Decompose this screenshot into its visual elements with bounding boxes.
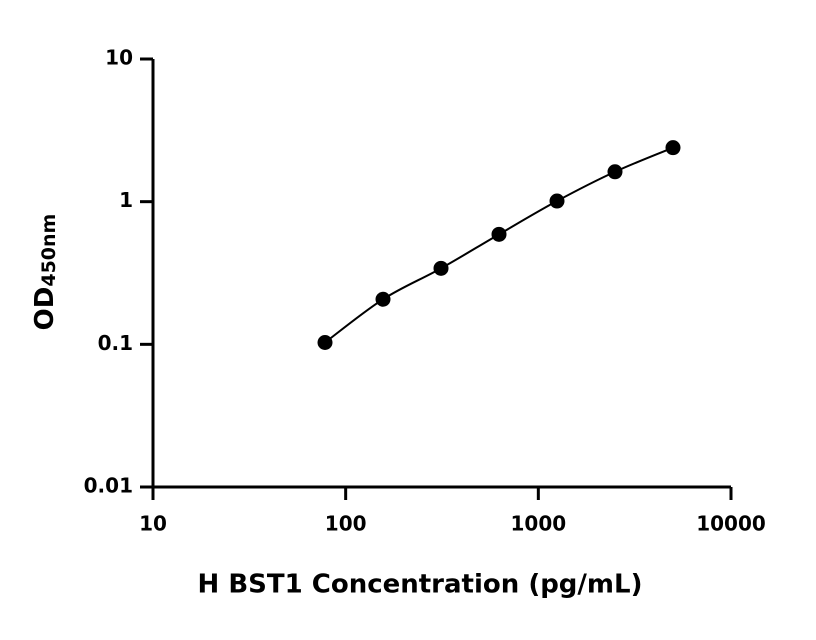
data-point	[665, 140, 681, 156]
y-axis-title-main: OD	[30, 287, 60, 331]
data-point	[433, 260, 449, 276]
x-tick-label: 10000	[696, 512, 766, 536]
y-axis-title: OD450nm	[30, 214, 60, 331]
y-tick-label: 10	[105, 46, 133, 70]
x-tick-label: 1000	[510, 512, 566, 536]
x-tick-label: 10	[139, 512, 167, 536]
x-axis-title: H BST1 Concentration (pg/mL)	[198, 570, 643, 600]
y-tick-label: 1	[119, 188, 133, 212]
data-point	[317, 335, 333, 351]
x-tick-label: 100	[325, 512, 367, 536]
data-point	[549, 193, 565, 209]
data-point	[491, 226, 507, 242]
fit-curve	[324, 146, 674, 344]
y-tick-label: 0.01	[84, 474, 133, 498]
y-axis-title-subscript: 450nm	[38, 214, 60, 287]
y-tick-label: 0.1	[98, 331, 133, 355]
data-point	[607, 164, 623, 180]
data-point	[375, 291, 391, 307]
